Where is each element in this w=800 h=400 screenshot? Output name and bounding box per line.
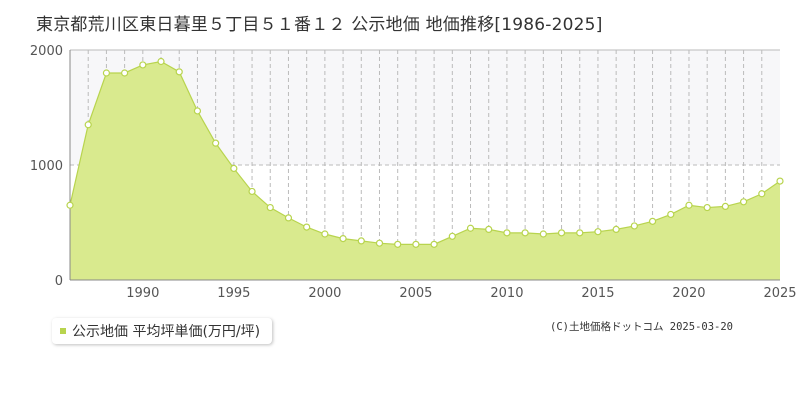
data-point [685, 201, 693, 209]
data-point [230, 164, 238, 173]
data-point [448, 232, 456, 240]
series-line [69, 60, 781, 245]
data-point [739, 198, 748, 206]
x-tick-label: 2000 [308, 286, 341, 301]
y-tick-label: 2000 [30, 44, 63, 59]
data-point [266, 203, 274, 212]
data-point [594, 228, 602, 236]
x-tick-label: 2020 [672, 286, 705, 301]
data-point [576, 229, 584, 237]
data-point [721, 202, 729, 210]
data-point [248, 187, 256, 196]
data-point [430, 240, 438, 248]
data-point [193, 107, 202, 115]
copyright-text: (C)土地価格ドットコム 2025-03-20 [550, 321, 734, 333]
data-point [539, 230, 547, 238]
data-point [321, 230, 329, 238]
x-tick-label: 2010 [490, 286, 523, 301]
data-point [284, 214, 293, 222]
data-point [66, 201, 74, 209]
data-point [521, 229, 529, 237]
chart-legend: 公示地価 平均坪単価(万円/坪) [52, 318, 273, 344]
chart-title: 東京都荒川区東日暮里５丁目５１番１２ 公示地価 地価推移[1986-2025] [36, 15, 603, 35]
data-point [303, 223, 311, 231]
data-point [139, 61, 147, 69]
y-tick-label: 1000 [30, 159, 63, 174]
data-point [357, 237, 365, 245]
legend-label: 公示地価 平均坪単価(万円/坪) [72, 324, 261, 340]
x-tick-label: 1990 [126, 286, 159, 301]
data-point [339, 235, 347, 243]
data-point [703, 203, 711, 212]
x-tick-label: 2015 [581, 286, 614, 301]
series-area [70, 61, 780, 280]
data-point [121, 69, 129, 77]
x-tick-label: 2005 [399, 286, 432, 301]
data-point [466, 224, 475, 232]
x-tick-label: 1995 [217, 286, 250, 301]
y-tick-label: 0 [55, 274, 63, 289]
data-point [212, 139, 220, 147]
data-point [630, 222, 638, 230]
data-point [375, 239, 384, 247]
data-point [557, 229, 566, 237]
data-point [157, 57, 165, 66]
data-point [503, 229, 511, 237]
data-point [648, 217, 657, 225]
data-point [84, 121, 92, 129]
data-point [667, 210, 675, 219]
data-point [102, 69, 111, 77]
data-point [612, 225, 620, 233]
x-tick-label: 2025 [763, 286, 796, 301]
data-point [485, 225, 493, 233]
data-point [412, 240, 420, 248]
data-point [175, 68, 183, 76]
legend-swatch [60, 328, 66, 334]
data-point [776, 177, 784, 185]
data-point [394, 240, 402, 248]
data-point [758, 190, 766, 198]
